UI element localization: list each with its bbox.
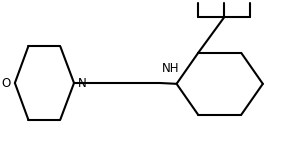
Text: NH: NH [162,62,180,75]
Text: N: N [78,77,86,89]
Text: O: O [2,77,11,89]
